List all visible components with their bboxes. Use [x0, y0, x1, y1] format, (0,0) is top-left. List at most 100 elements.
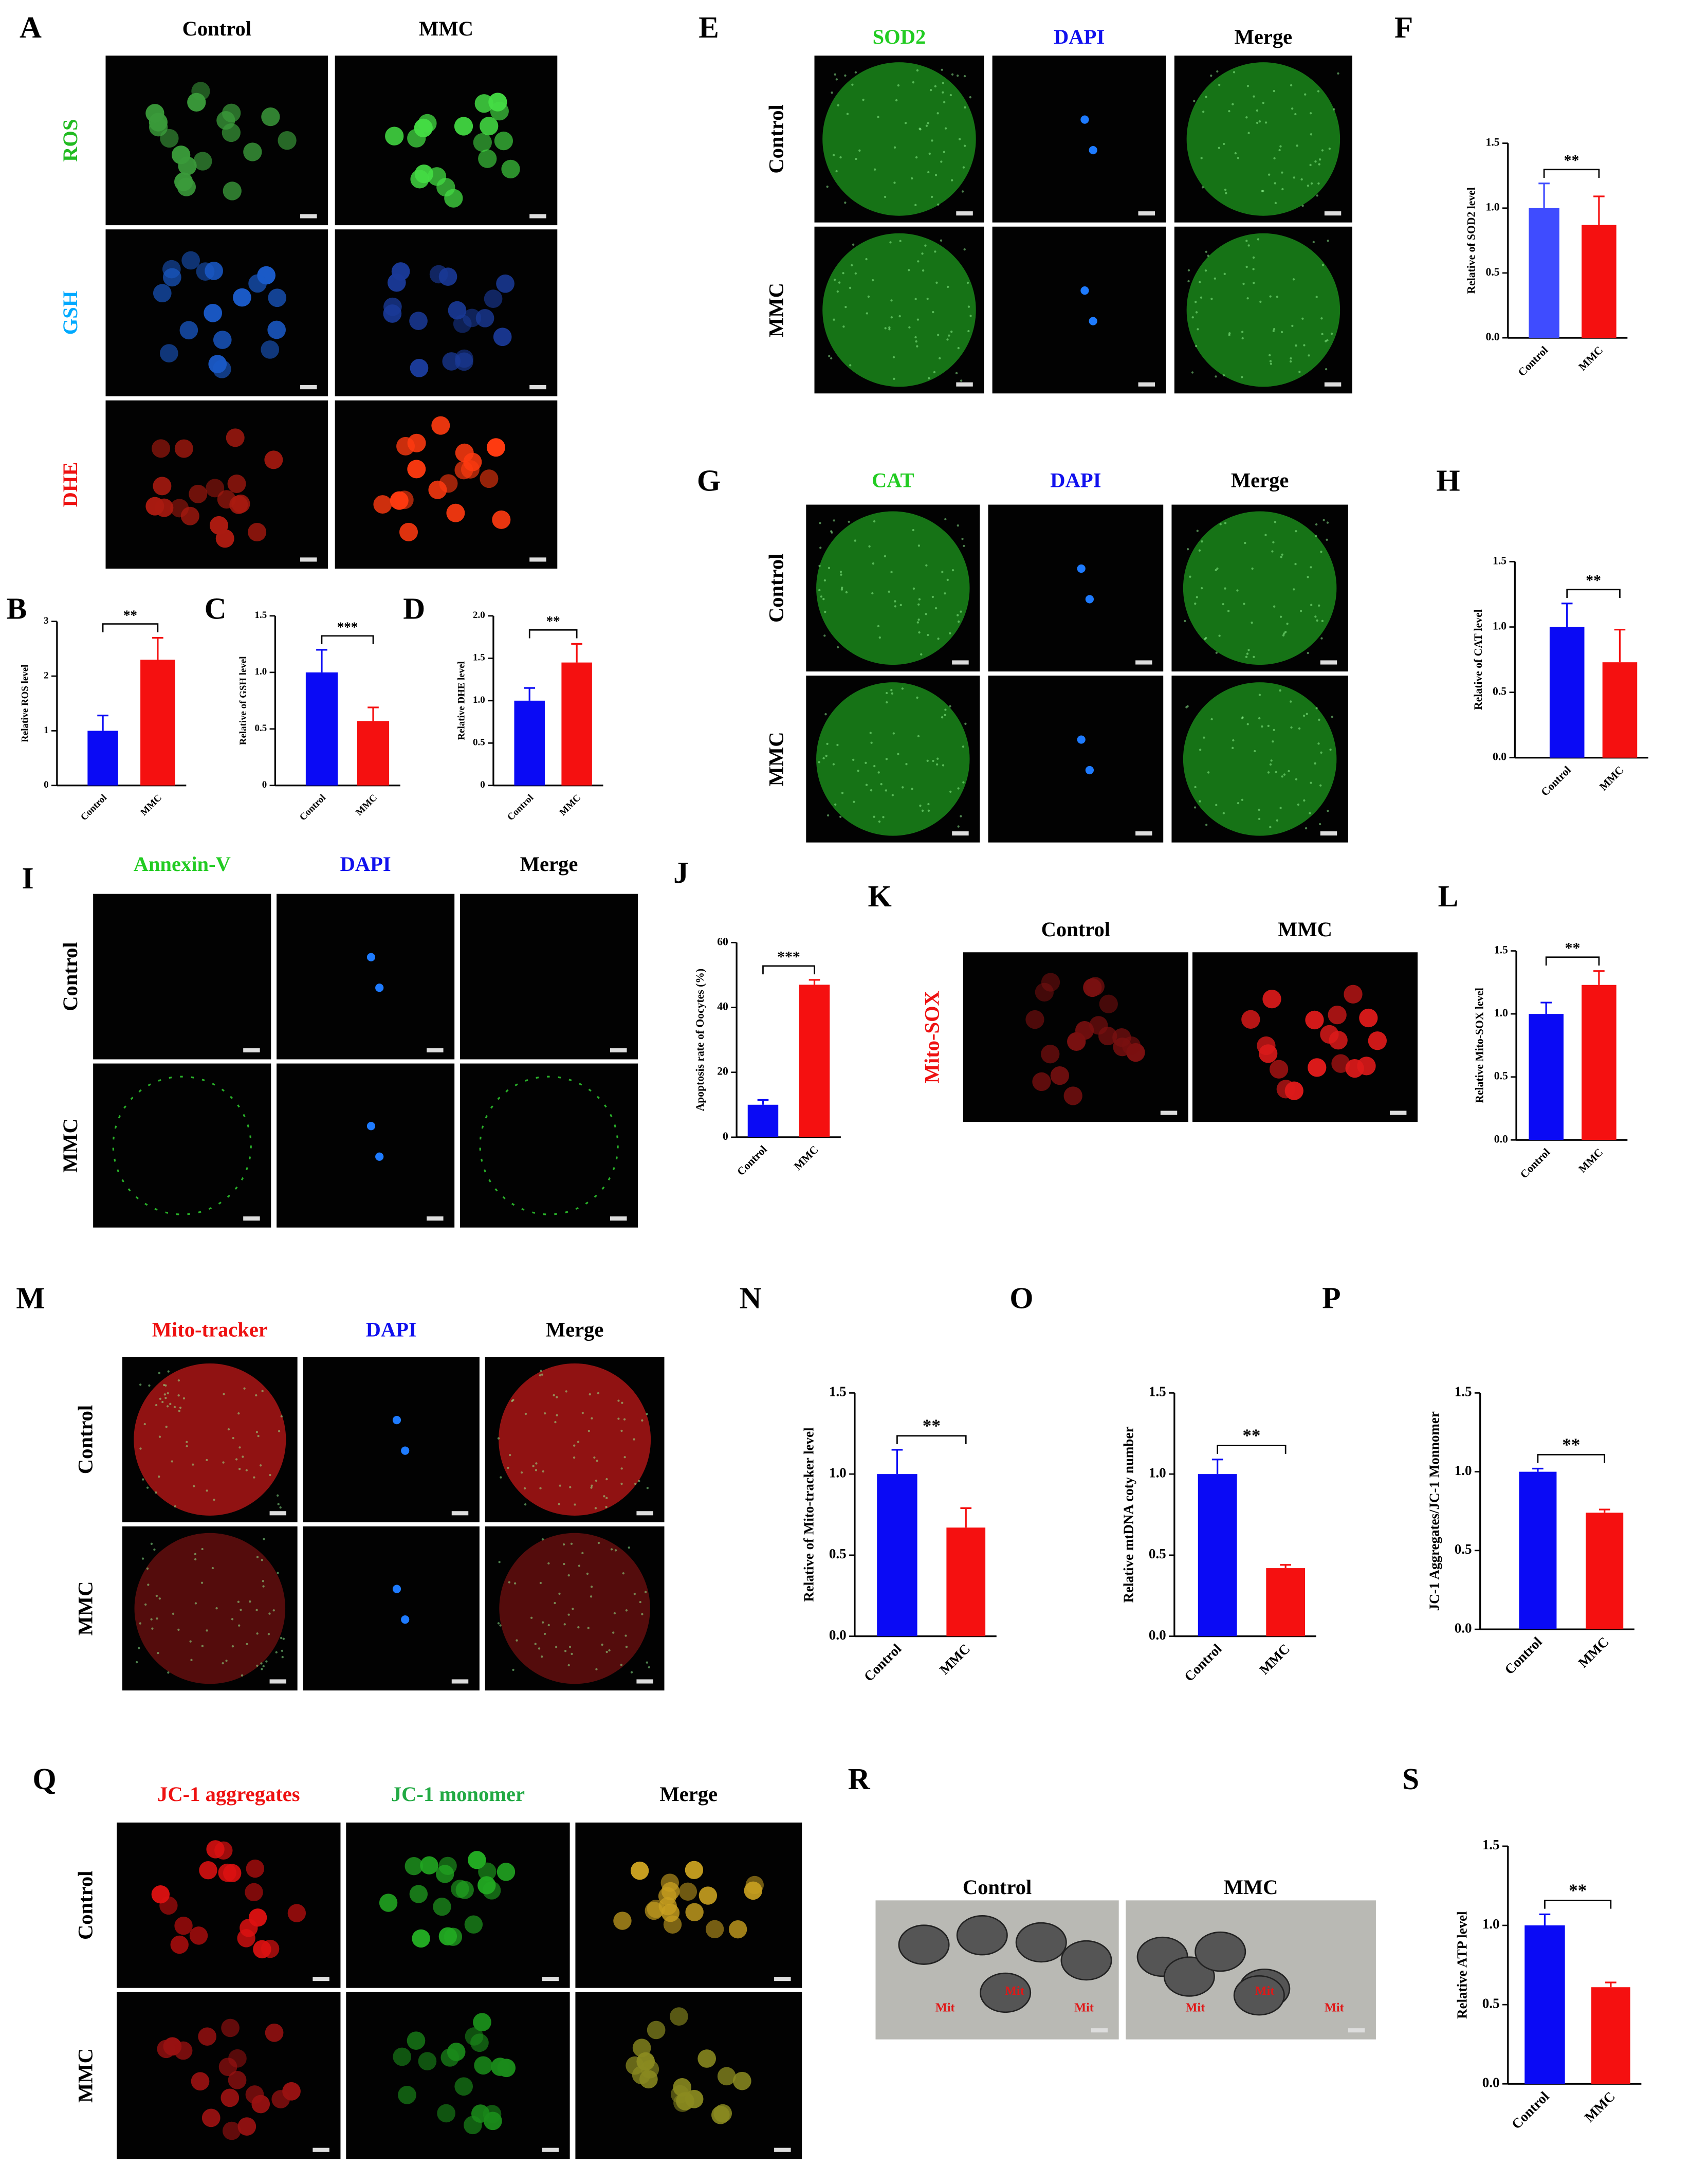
bar [1198, 1474, 1237, 1636]
speckle [1269, 295, 1272, 298]
significance-bracket [896, 1435, 967, 1444]
x-tick-label: MMC [1256, 1641, 1293, 1678]
speckle [914, 336, 917, 339]
speckle [1321, 333, 1324, 335]
significance: ** [1586, 572, 1601, 589]
speckle [960, 815, 962, 817]
oocyte [174, 2041, 193, 2060]
speckle [1303, 799, 1306, 802]
speckle [623, 1456, 626, 1459]
speckle [253, 1476, 255, 1479]
oocyte [473, 2013, 491, 2032]
speckle [1310, 604, 1313, 606]
speckle [818, 589, 821, 592]
oocyte [475, 308, 494, 327]
speckle [840, 573, 842, 576]
oocyte [494, 131, 513, 151]
speckle [1218, 634, 1221, 637]
column-header: SOD2 [873, 25, 926, 48]
speckle [865, 784, 868, 786]
speckle [914, 298, 917, 300]
speckle [620, 1429, 623, 1432]
significance: ** [546, 613, 560, 629]
oocyte [208, 355, 227, 373]
oocyte [179, 321, 198, 340]
panel-letter: B [7, 591, 27, 625]
error-bar [1614, 628, 1626, 663]
oocyte [428, 480, 447, 499]
speckle [161, 1400, 164, 1404]
oocyte [385, 126, 404, 145]
speckle [1253, 282, 1255, 284]
speckle [542, 1470, 544, 1473]
speckle [969, 96, 971, 99]
speckle [912, 529, 915, 532]
oocyte [221, 2018, 240, 2037]
micrograph [575, 1992, 802, 2159]
nucleus [375, 1152, 384, 1161]
x-tick-label: MMC [354, 792, 379, 818]
speckle [948, 334, 950, 337]
speckle [646, 1487, 649, 1489]
oocyte [1308, 1058, 1327, 1077]
speckle [828, 567, 831, 569]
oocyte [490, 102, 509, 121]
speckle [644, 1591, 647, 1593]
significance-bracket [1217, 1445, 1287, 1454]
oocyte [189, 1926, 208, 1945]
speckle [1305, 827, 1308, 830]
speckle [1319, 784, 1322, 787]
speckle [1193, 806, 1197, 809]
speckle [902, 786, 904, 789]
bar [1602, 662, 1638, 758]
speckle [1320, 637, 1323, 640]
oocyte [383, 297, 402, 316]
speckle [255, 1609, 258, 1611]
significance: ** [923, 1416, 941, 1436]
speckle [1326, 538, 1328, 541]
scale-bar [774, 2147, 791, 2152]
speckle [925, 613, 927, 615]
speckle [839, 815, 842, 818]
speckle [962, 745, 965, 748]
oocyte [433, 1898, 451, 1916]
speckle [597, 1392, 600, 1394]
y-tick-label: 1 [44, 725, 48, 736]
significance: *** [777, 949, 800, 966]
speckle [570, 1542, 573, 1545]
scale-bar [610, 1048, 627, 1052]
oocyte [492, 510, 511, 529]
speckle [1296, 144, 1298, 147]
error-bar [1593, 195, 1605, 225]
speckle [1252, 268, 1255, 270]
speckle [1210, 298, 1213, 300]
oocyte [231, 494, 250, 513]
speckle [962, 166, 965, 169]
speckle [620, 1482, 623, 1485]
speckle [1254, 750, 1256, 753]
speckle [1284, 630, 1287, 633]
row-label: Mito-SOX [920, 991, 943, 1083]
row-label: GSH [59, 291, 82, 335]
speckle [928, 152, 931, 155]
oocyte [446, 503, 465, 522]
speckle [1246, 85, 1250, 87]
oocyte [493, 327, 512, 347]
speckle [572, 1608, 574, 1610]
speckle [281, 1655, 284, 1659]
annotation: Mit [1325, 2001, 1344, 2015]
panel-letter: L [1438, 879, 1459, 913]
speckle [941, 571, 944, 573]
nucleus [375, 984, 384, 992]
scale-bar [529, 385, 546, 390]
oocyte [630, 1861, 649, 1880]
speckle [222, 1662, 224, 1665]
speckle [919, 128, 921, 130]
error-bar [368, 706, 379, 721]
speckle [1264, 121, 1268, 124]
speckle [946, 338, 949, 341]
scale-bar [542, 1977, 559, 1981]
column-header: Merge [660, 1782, 718, 1806]
oocyte [1344, 985, 1363, 1004]
